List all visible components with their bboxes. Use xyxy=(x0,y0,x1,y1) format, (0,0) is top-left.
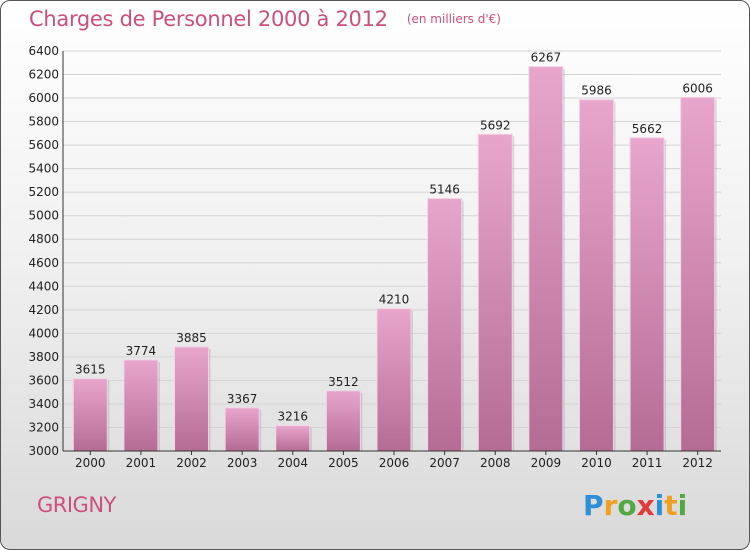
bar xyxy=(680,96,716,452)
x-tick-label: 2010 xyxy=(581,456,612,470)
bar-value-label: 3367 xyxy=(227,392,258,406)
bar xyxy=(72,378,108,452)
x-tick-label: 2012 xyxy=(682,456,713,470)
bar-value-label: 5146 xyxy=(429,183,460,197)
bar xyxy=(224,407,260,452)
bar-value-label: 3885 xyxy=(176,331,207,345)
bar xyxy=(477,133,513,452)
y-tick-label: 3600 xyxy=(28,373,59,387)
x-tick-label: 2007 xyxy=(429,456,460,470)
y-tick-label: 3000 xyxy=(28,444,59,458)
y-tick-label: 5600 xyxy=(28,138,59,152)
bar-value-label: 3512 xyxy=(328,375,359,389)
y-tick-label: 6200 xyxy=(28,68,59,82)
bar-value-label: 4210 xyxy=(379,293,410,307)
y-tick-label: 6400 xyxy=(28,44,59,58)
bar xyxy=(578,99,614,452)
x-tick-label: 2004 xyxy=(277,456,308,470)
x-tick-label: 2000 xyxy=(75,456,106,470)
x-tick-label: 2002 xyxy=(176,456,207,470)
bar-value-label: 5662 xyxy=(632,122,663,136)
chart-subtitle: (en milliers d'€) xyxy=(406,12,501,26)
y-tick-label: 6000 xyxy=(28,91,59,105)
y-tick-label: 4800 xyxy=(28,232,59,246)
logo-letter: o xyxy=(617,489,637,522)
axis-layer: 3000 3200 3400 3600 3800 4000 4200 4400 4600 4800… xyxy=(28,44,721,470)
bar-value-label: 6006 xyxy=(682,81,713,95)
bar xyxy=(528,66,564,452)
logo-letter: i xyxy=(677,489,688,522)
x-tick-label: 2009 xyxy=(531,456,562,470)
x-tick-label: 2003 xyxy=(227,456,258,470)
commune-name: GRIGNY xyxy=(37,493,116,517)
logo-letter: x xyxy=(636,489,655,522)
y-tick-label: 5200 xyxy=(28,185,59,199)
y-tick-label: 3800 xyxy=(28,350,59,364)
chart-title: Charges de Personnel 2000 à 2012 xyxy=(29,7,388,31)
logo-letter: i xyxy=(654,489,665,522)
bar xyxy=(325,390,361,452)
title-row: Charges de Personnel 2000 à 2012 (en mil… xyxy=(29,7,501,31)
y-tick-label: 5800 xyxy=(28,115,59,129)
bar xyxy=(629,137,665,452)
bar xyxy=(427,198,463,452)
bar-value-label: 3774 xyxy=(126,344,157,358)
y-tick-label: 5400 xyxy=(28,162,59,176)
proxiti-logo: Proxiti xyxy=(583,489,687,522)
y-tick-label: 3200 xyxy=(28,420,59,434)
x-tick-label: 2001 xyxy=(126,456,157,470)
bar-value-label: 3615 xyxy=(75,363,106,377)
y-tick-label: 4400 xyxy=(28,279,59,293)
bar-value-label: 5692 xyxy=(480,118,511,132)
y-tick-label: 4200 xyxy=(28,303,59,317)
logo-letter: P xyxy=(583,489,604,522)
bar xyxy=(123,359,159,452)
bar xyxy=(174,346,210,452)
y-tick-label: 4600 xyxy=(28,256,59,270)
bar-layer xyxy=(72,66,717,452)
bar-value-label: 5986 xyxy=(581,84,612,98)
x-tick-label: 2005 xyxy=(328,456,359,470)
bar xyxy=(275,425,311,452)
y-tick-label: 5000 xyxy=(28,209,59,223)
y-tick-label: 4000 xyxy=(28,326,59,340)
bar-value-label: 6267 xyxy=(531,51,562,65)
x-tick-label: 2008 xyxy=(480,456,511,470)
bar-value-label: 3216 xyxy=(277,410,308,424)
bar xyxy=(376,308,412,452)
x-tick-label: 2006 xyxy=(379,456,410,470)
logo-letter: t xyxy=(664,489,678,522)
y-tick-label: 3400 xyxy=(28,397,59,411)
logo-letter: r xyxy=(603,489,618,522)
x-tick-label: 2011 xyxy=(632,456,663,470)
